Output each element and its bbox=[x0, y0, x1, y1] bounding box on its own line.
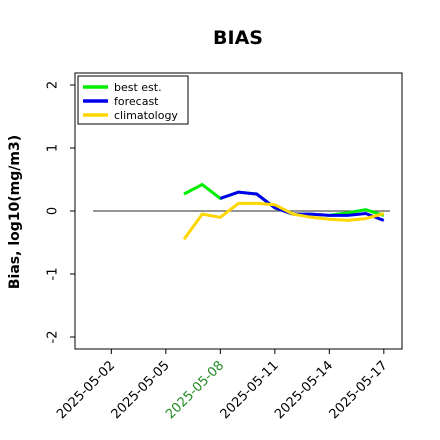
legend-label: best est. bbox=[114, 81, 162, 94]
legend-label: climatology bbox=[114, 109, 178, 122]
legend-label: forecast bbox=[114, 95, 159, 108]
y-tick-label: 0 bbox=[46, 207, 61, 215]
chart-title: BIAS bbox=[213, 27, 263, 49]
x-tick-label: 2025-05-17 bbox=[327, 358, 391, 422]
y-tick-label: -1 bbox=[46, 268, 61, 281]
series-line-forecast bbox=[219, 190, 385, 222]
y-axis-label: Bias, log10(mg/m3) bbox=[7, 135, 23, 289]
y-tick-label: 2 bbox=[46, 81, 61, 89]
series-line-climatology bbox=[182, 201, 385, 241]
y-tick-label: -2 bbox=[46, 331, 61, 344]
y-tick-label: 1 bbox=[46, 144, 61, 152]
